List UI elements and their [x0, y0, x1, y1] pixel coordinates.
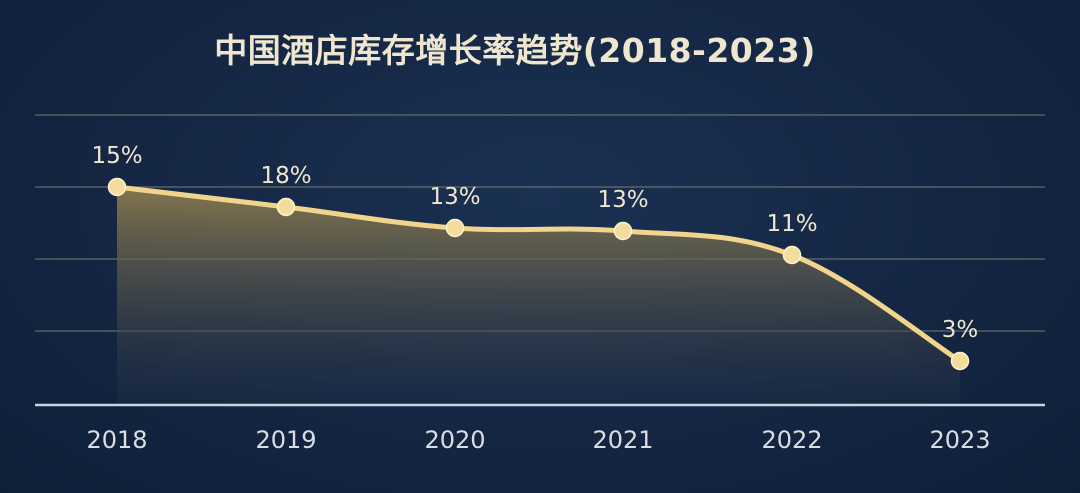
chart-title: 中国酒店库存增长率趋势(2018-2023) — [214, 31, 816, 70]
area-fill — [117, 187, 960, 405]
data-label-2022: 11% — [766, 211, 817, 237]
data-labels: 15% 18% 13% 13% 11% 3% — [91, 143, 978, 343]
data-point-2020 — [445, 218, 465, 238]
x-axis-ticks: 2018 2019 2020 2021 2022 2023 — [86, 426, 990, 454]
data-label-2020: 13% — [429, 184, 480, 210]
data-point-2021 — [613, 221, 633, 241]
series-line — [114, 184, 963, 364]
data-point-2019 — [276, 197, 296, 217]
x-tick-label-2023: 2023 — [929, 426, 990, 454]
x-tick-label-2022: 2022 — [761, 426, 822, 454]
x-tick-label-2021: 2021 — [592, 426, 653, 454]
data-point-2018 — [107, 177, 127, 197]
data-label-2021: 13% — [597, 187, 648, 213]
x-tick-label-2019: 2019 — [255, 426, 316, 454]
data-label-2018: 15% — [91, 143, 142, 169]
x-tick-label-2020: 2020 — [424, 426, 485, 454]
x-tick-label-2018: 2018 — [86, 426, 147, 454]
data-markers — [107, 177, 970, 371]
data-label-2019: 18% — [260, 163, 311, 189]
data-point-2022 — [782, 245, 802, 265]
data-label-2023: 3% — [942, 317, 979, 343]
data-point-2023 — [950, 351, 970, 371]
